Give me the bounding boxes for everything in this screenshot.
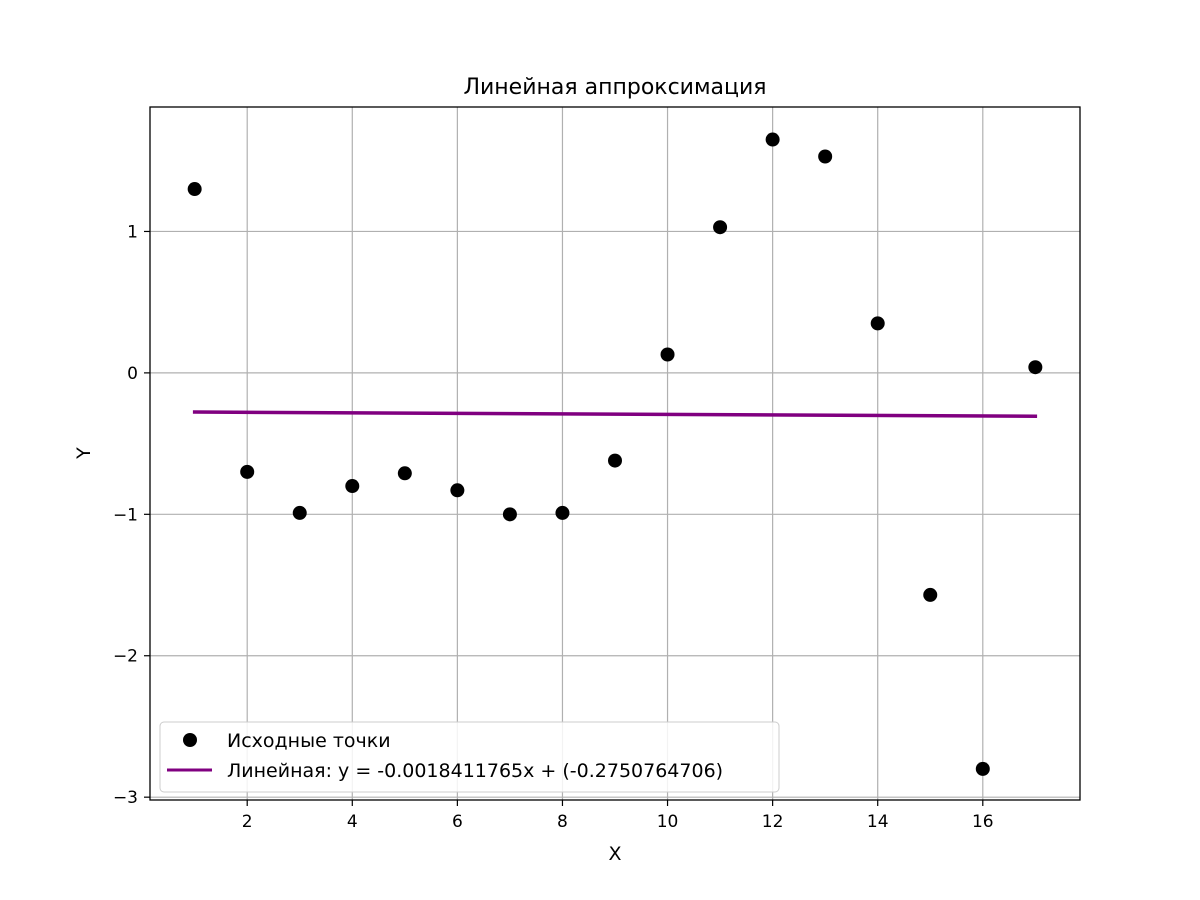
data-point [660, 347, 675, 362]
data-point [345, 479, 360, 494]
fit-line [192, 410, 1038, 418]
legend-marker-points [183, 733, 197, 747]
fit-line-layer [192, 410, 1038, 418]
legend-label-points: Исходные точки [227, 730, 391, 752]
y-tick-label: 0 [127, 364, 138, 384]
y-tick-label: −1 [113, 505, 138, 525]
y-tick-label: −2 [113, 647, 138, 667]
data-point [1028, 360, 1043, 375]
legend: Исходные точки Линейная: y = -0.00184117… [159, 721, 780, 793]
x-tick-label: 4 [347, 812, 358, 832]
x-tick-label: 14 [867, 812, 889, 832]
legend-box [159, 721, 780, 793]
x-tick-label: 6 [452, 812, 463, 832]
data-point [608, 453, 622, 468]
x-axis-title: X [608, 843, 621, 865]
ticks: 2 4 6 8 10 12 14 16 −3 −2 −1 0 1 [113, 222, 994, 832]
plot-frame [149, 106, 1081, 801]
legend-label-line: Линейная: y = -0.0018411765x + (-0.27507… [227, 760, 723, 782]
data-point [870, 316, 885, 331]
data-point [450, 483, 465, 498]
data-point [765, 132, 780, 147]
data-point [713, 220, 728, 235]
x-tick-label: 12 [762, 812, 784, 832]
x-tick-label: 2 [242, 812, 253, 832]
data-point [240, 464, 255, 479]
x-tick-label: 8 [557, 812, 568, 832]
y-tick-label: −3 [113, 788, 138, 808]
x-tick-label: 10 [657, 812, 679, 832]
grid [150, 107, 1080, 800]
data-point [187, 182, 202, 197]
data-point [292, 505, 307, 520]
chart-title: Линейная аппроксимация [463, 75, 766, 100]
y-axis-title: Y [73, 447, 95, 460]
x-tick-label: 16 [972, 812, 994, 832]
data-point [502, 507, 517, 522]
data-points-layer [187, 132, 1043, 776]
data-point [818, 149, 833, 164]
data-point [397, 466, 412, 481]
y-tick-label: 1 [127, 222, 138, 242]
data-point [975, 761, 990, 776]
data-point [923, 587, 938, 602]
data-point [555, 505, 570, 520]
